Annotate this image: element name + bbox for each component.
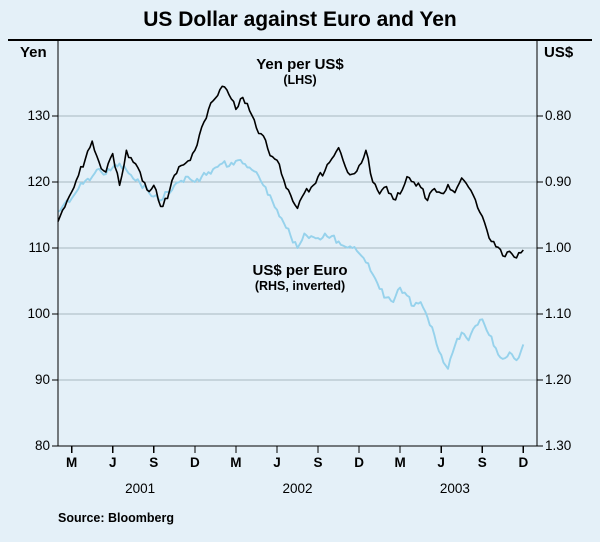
y-axis-tick-label-left: 100 [27,306,50,321]
yen-series-line [57,85,524,259]
left-axis-unit-label: Yen [20,44,47,61]
x-axis-month-label: M [230,455,242,470]
x-axis-month-label: S [313,455,323,470]
y-axis-tick-label-right: 1.00 [545,240,572,255]
series-label-yen-sub: (LHS) [283,73,317,87]
x-axis-month-label: D [354,455,364,470]
y-axis-tick-label-right: 1.10 [545,306,572,321]
x-axis-month-label: D [518,455,529,470]
source-note: Source: Bloomberg [58,511,174,525]
right-axis-unit-label: US$ [544,44,574,61]
x-axis-month-label: M [394,455,406,470]
y-axis-tick-label-left: 90 [34,372,50,387]
x-axis-month-label: J [273,455,281,470]
x-axis-month-label: M [66,455,78,470]
x-axis-month-label: D [189,455,200,470]
y-axis-tick-label-right: 0.90 [545,174,572,189]
x-axis-year-label: 2003 [439,481,470,496]
series-label-euro: US$ per Euro [252,262,348,279]
x-axis-month-label: J [437,455,445,470]
y-axis-tick-label-left: 120 [27,174,50,189]
y-axis-tick-label-left: 110 [28,240,50,255]
y-axis-tick-label-right: 1.30 [545,438,572,453]
y-axis-tick-label-left: 80 [34,438,50,453]
x-axis-month-label: J [108,455,117,470]
x-axis-year-label: 2002 [282,481,313,496]
y-axis-tick-label-right: 1.20 [545,372,572,387]
series-label-euro-sub: (RHS, inverted) [254,279,346,293]
x-axis-month-label: S [477,455,487,470]
x-axis-year-label: 2001 [125,481,156,496]
chart-title: US Dollar against Euro and Yen [143,8,457,31]
series-label-yen: Yen per US$ [256,56,344,73]
y-axis-tick-label-right: 0.80 [545,108,572,123]
x-axis-month-label: S [149,455,159,470]
y-axis-tick-label-left: 130 [27,108,50,123]
euro-series-line [57,158,525,370]
